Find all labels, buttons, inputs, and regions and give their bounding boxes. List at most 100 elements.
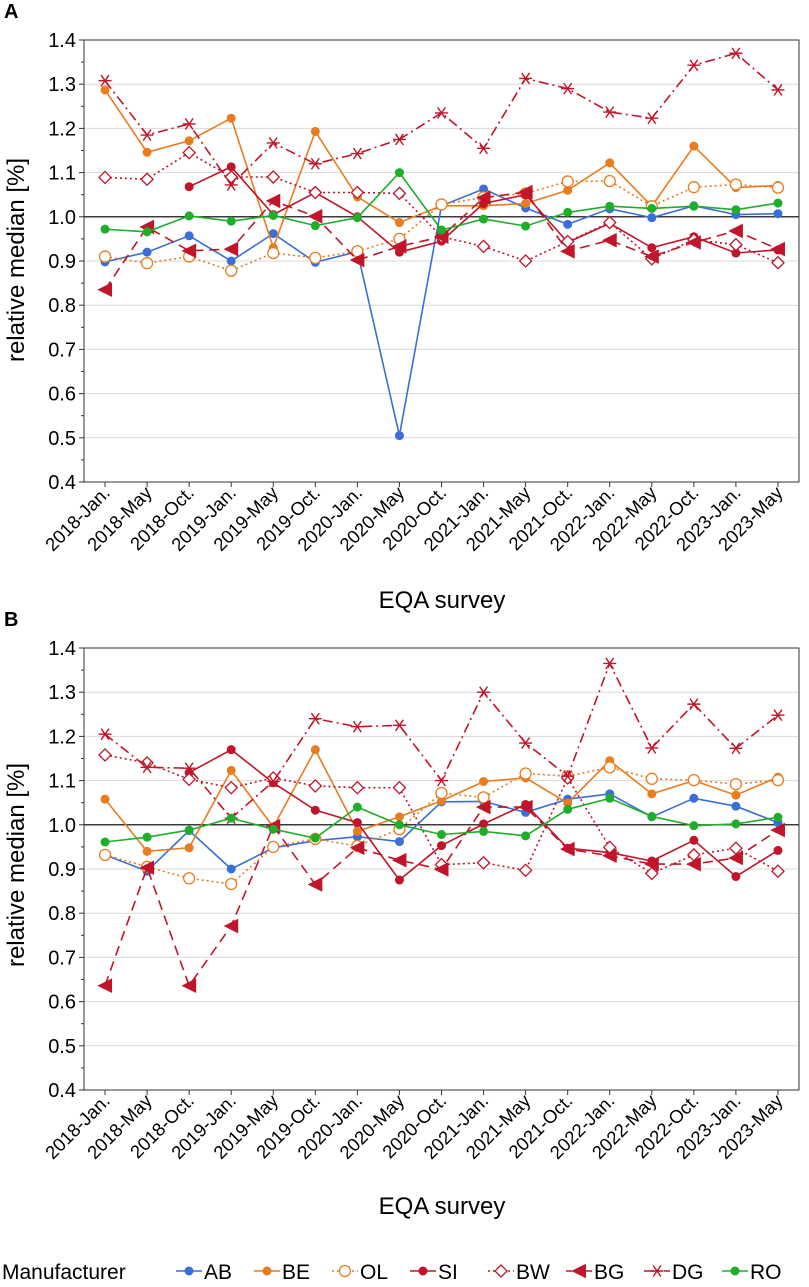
legend-label: AB xyxy=(204,1261,232,1284)
y-tick-label: 0.7 xyxy=(48,339,76,361)
y-axis-label: relative median [%] xyxy=(3,158,30,362)
data-point xyxy=(561,770,575,783)
legend-marker xyxy=(184,1266,194,1276)
data-point xyxy=(140,129,154,141)
data-point xyxy=(644,856,659,872)
panel-label: A xyxy=(4,1,18,23)
data-point xyxy=(265,193,281,209)
data-point xyxy=(689,821,699,831)
data-point xyxy=(773,845,783,855)
series-line xyxy=(104,754,779,875)
legend-label: SI xyxy=(438,1261,458,1284)
data-point xyxy=(517,184,533,200)
data-point xyxy=(686,235,701,250)
legend-label: BG xyxy=(594,1261,624,1284)
y-tick-label: 0.5 xyxy=(48,428,76,450)
data-point xyxy=(350,147,364,160)
data-point xyxy=(521,221,531,231)
series-line xyxy=(104,766,779,885)
data-point xyxy=(184,231,194,241)
data-point xyxy=(437,841,446,851)
data-point xyxy=(226,765,236,775)
data-point xyxy=(184,843,194,853)
y-tick-label: 0.8 xyxy=(48,903,76,925)
data-point xyxy=(226,813,236,823)
legend-item-ab: AB xyxy=(176,1261,232,1284)
data-point xyxy=(100,85,110,95)
data-point xyxy=(352,213,362,223)
data-point xyxy=(731,872,741,882)
y-tick-label: 1.3 xyxy=(48,682,76,704)
data-point xyxy=(519,72,533,85)
series-bg xyxy=(97,799,785,993)
data-point xyxy=(98,74,112,87)
series-ab xyxy=(100,184,783,441)
y-tick-label: 0.9 xyxy=(48,251,76,273)
data-point xyxy=(605,793,615,803)
y-tick-label: 1.0 xyxy=(48,207,76,229)
data-point xyxy=(561,82,575,95)
y-axis: 0.4 0.5 0.6 0.7 0.8 0.9 1.0 1.1 1.2 1.3 1.4 xyxy=(48,30,84,494)
data-point xyxy=(771,84,785,96)
data-point xyxy=(518,863,533,878)
data-point xyxy=(142,227,152,237)
data-point xyxy=(226,216,236,226)
data-point xyxy=(181,243,197,259)
data-point xyxy=(182,872,196,885)
data-point xyxy=(647,811,657,821)
data-point xyxy=(223,918,239,934)
data-point xyxy=(394,837,404,847)
legend-marker xyxy=(650,1265,664,1277)
y-tick-label: 0.6 xyxy=(48,992,76,1014)
data-point xyxy=(771,255,785,270)
series-dg xyxy=(98,657,785,825)
data-point xyxy=(225,264,238,277)
data-point xyxy=(518,254,533,268)
data-point xyxy=(226,745,236,755)
data-point xyxy=(689,141,699,151)
data-point xyxy=(644,249,659,264)
y-tick-label: 1.4 xyxy=(48,638,76,660)
data-point xyxy=(97,978,113,993)
legend-label: BE xyxy=(282,1261,310,1284)
data-point xyxy=(98,170,112,185)
data-point xyxy=(686,856,701,872)
data-point xyxy=(687,774,701,787)
data-point xyxy=(225,877,238,891)
data-point xyxy=(350,720,364,733)
data-point xyxy=(644,866,659,881)
legend-marker xyxy=(571,1263,586,1279)
data-point xyxy=(773,812,783,822)
data-point xyxy=(142,147,152,157)
series-group xyxy=(97,47,785,441)
legend-label: RO xyxy=(750,1261,782,1284)
y-tick-label: 0.8 xyxy=(48,295,76,317)
data-point xyxy=(352,818,362,828)
data-point xyxy=(309,251,322,265)
data-point xyxy=(645,741,659,754)
data-point xyxy=(267,246,280,260)
data-point xyxy=(182,118,196,130)
y-tick-label: 1.1 xyxy=(48,163,76,185)
data-point xyxy=(308,157,322,170)
data-point xyxy=(687,698,701,711)
data-point xyxy=(603,657,617,670)
series-line xyxy=(104,52,779,187)
data-point xyxy=(647,203,657,213)
data-point xyxy=(308,185,323,200)
data-point xyxy=(645,772,658,785)
data-point xyxy=(392,133,406,146)
data-point xyxy=(435,786,448,800)
data-point xyxy=(602,232,617,248)
data-point xyxy=(687,181,701,194)
y-tick-label: 1.3 xyxy=(48,74,76,96)
data-point xyxy=(770,241,785,257)
data-point xyxy=(476,239,491,254)
legend-item-bw: BW xyxy=(488,1261,550,1284)
data-point xyxy=(476,855,491,870)
data-point xyxy=(729,47,743,60)
data-point xyxy=(140,257,154,270)
legend-item-be: BE xyxy=(254,1261,310,1284)
data-point xyxy=(647,243,657,253)
data-point xyxy=(394,812,404,822)
